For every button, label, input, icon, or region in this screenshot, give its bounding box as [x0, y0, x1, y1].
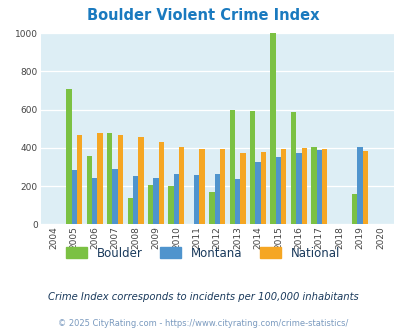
- Bar: [209, 192, 214, 224]
- Bar: [220, 149, 225, 224]
- Bar: [97, 134, 102, 224]
- Bar: [112, 169, 117, 224]
- Bar: [316, 150, 321, 224]
- Bar: [148, 185, 153, 224]
- Bar: [107, 134, 112, 224]
- Bar: [311, 147, 316, 224]
- Text: Crime Index corresponds to incidents per 100,000 inhabitants: Crime Index corresponds to incidents per…: [47, 292, 358, 302]
- Bar: [234, 180, 240, 224]
- Bar: [87, 156, 92, 224]
- Bar: [249, 112, 255, 224]
- Bar: [290, 113, 296, 224]
- Bar: [351, 194, 356, 224]
- Bar: [199, 149, 204, 224]
- Bar: [301, 148, 306, 224]
- Bar: [168, 186, 173, 224]
- Bar: [362, 151, 367, 224]
- Bar: [194, 175, 199, 224]
- Bar: [296, 152, 301, 224]
- Bar: [275, 157, 280, 224]
- Bar: [92, 179, 97, 224]
- Bar: [260, 152, 265, 224]
- Bar: [214, 174, 220, 224]
- Bar: [66, 88, 71, 224]
- Bar: [356, 147, 362, 224]
- Bar: [77, 135, 82, 224]
- Bar: [138, 137, 143, 224]
- Bar: [240, 152, 245, 224]
- Bar: [321, 149, 326, 224]
- Bar: [173, 174, 179, 224]
- Bar: [153, 179, 158, 224]
- Text: Boulder Violent Crime Index: Boulder Violent Crime Index: [87, 8, 318, 23]
- Bar: [71, 170, 77, 224]
- Bar: [127, 198, 132, 224]
- Bar: [132, 176, 138, 224]
- Text: © 2025 CityRating.com - https://www.cityrating.com/crime-statistics/: © 2025 CityRating.com - https://www.city…: [58, 319, 347, 328]
- Legend: Boulder, Montana, National: Boulder, Montana, National: [66, 247, 339, 260]
- Bar: [117, 135, 123, 224]
- Bar: [179, 147, 184, 224]
- Bar: [255, 162, 260, 224]
- Bar: [158, 142, 164, 224]
- Bar: [280, 149, 286, 224]
- Bar: [270, 33, 275, 224]
- Bar: [229, 110, 234, 224]
